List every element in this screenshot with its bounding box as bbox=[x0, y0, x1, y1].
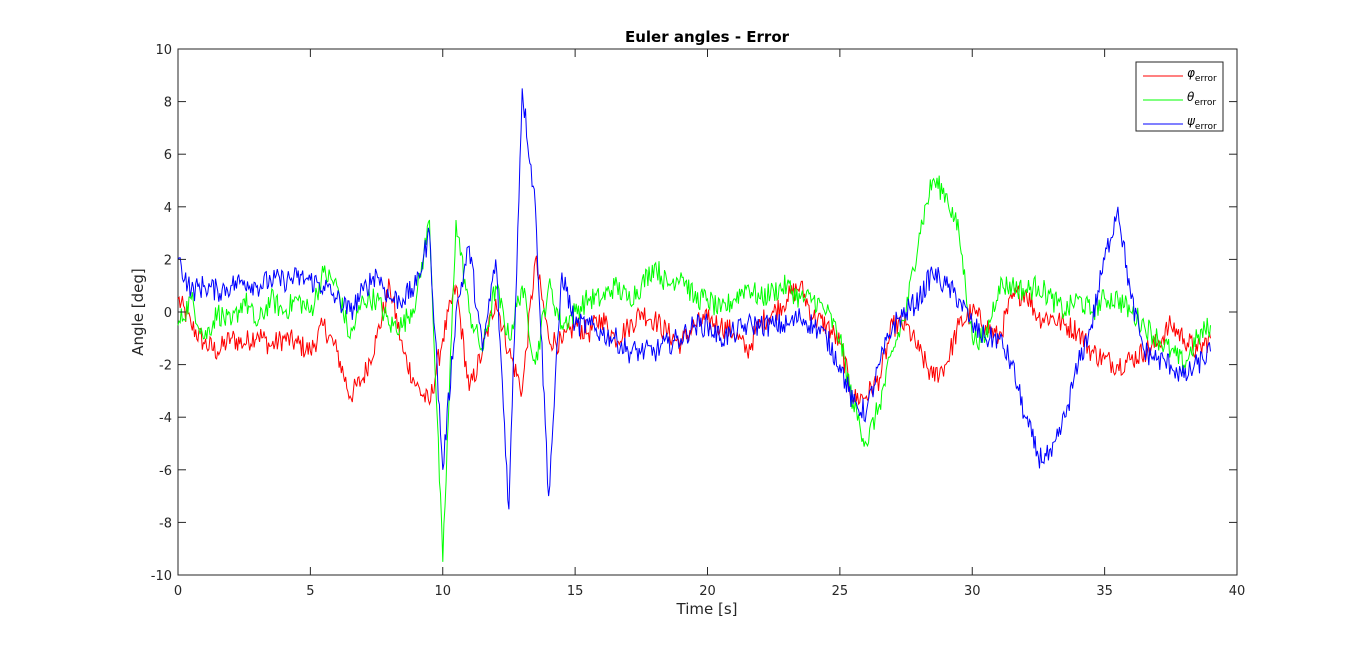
legend-label: φerror bbox=[1187, 66, 1217, 84]
y-tick-label: 2 bbox=[164, 253, 172, 268]
y-axis-label: Angle [deg] bbox=[129, 268, 147, 355]
y-tick-label: -2 bbox=[159, 359, 172, 374]
series-line-2 bbox=[177, 175, 1211, 562]
y-tick-label: 6 bbox=[164, 148, 172, 163]
y-tick-label: 0 bbox=[164, 306, 172, 321]
y-axis-ticks: -10 -8 -6 -4 -2 0 2 4 6 8 10 bbox=[151, 43, 1237, 584]
legend-items: φerror θerror ψerror bbox=[1143, 66, 1217, 132]
x-tick-label: 25 bbox=[832, 584, 849, 599]
y-tick-label: 4 bbox=[164, 201, 172, 216]
x-tick-label: 15 bbox=[567, 584, 584, 599]
plot-area: 0 5 10 15 20 25 30 35 40 -10 -8 -6 -4 -2 0 2 4 6 8 10 bbox=[151, 43, 1246, 599]
series-line-3 bbox=[177, 88, 1211, 510]
legend-box bbox=[1135, 61, 1224, 132]
x-tick-label: 20 bbox=[699, 584, 716, 599]
y-tick-label: -10 bbox=[151, 569, 172, 584]
y-tick-label: -6 bbox=[159, 464, 172, 479]
y-tick-label: -8 bbox=[159, 516, 172, 531]
axes-box bbox=[177, 48, 1238, 576]
x-tick-label: 10 bbox=[434, 584, 451, 599]
x-tick-label: 5 bbox=[306, 584, 314, 599]
legend: φerror θerror ψerror bbox=[1135, 61, 1224, 132]
y-tick-label: 10 bbox=[155, 43, 172, 58]
y-tick-label: -4 bbox=[159, 411, 172, 426]
x-axis-label: Time [s] bbox=[676, 600, 738, 618]
series-layer bbox=[177, 88, 1211, 562]
x-tick-label: 35 bbox=[1096, 584, 1113, 599]
x-tick-label: 0 bbox=[174, 584, 182, 599]
y-tick-label: 8 bbox=[164, 96, 172, 111]
chart-title: Euler angles - Error bbox=[625, 28, 790, 46]
legend-label: ψerror bbox=[1187, 114, 1217, 132]
x-tick-label: 30 bbox=[964, 584, 981, 599]
legend-label: θerror bbox=[1187, 90, 1216, 108]
x-axis-ticks: 0 5 10 15 20 25 30 35 40 bbox=[174, 49, 1245, 599]
x-tick-label: 40 bbox=[1229, 584, 1246, 599]
